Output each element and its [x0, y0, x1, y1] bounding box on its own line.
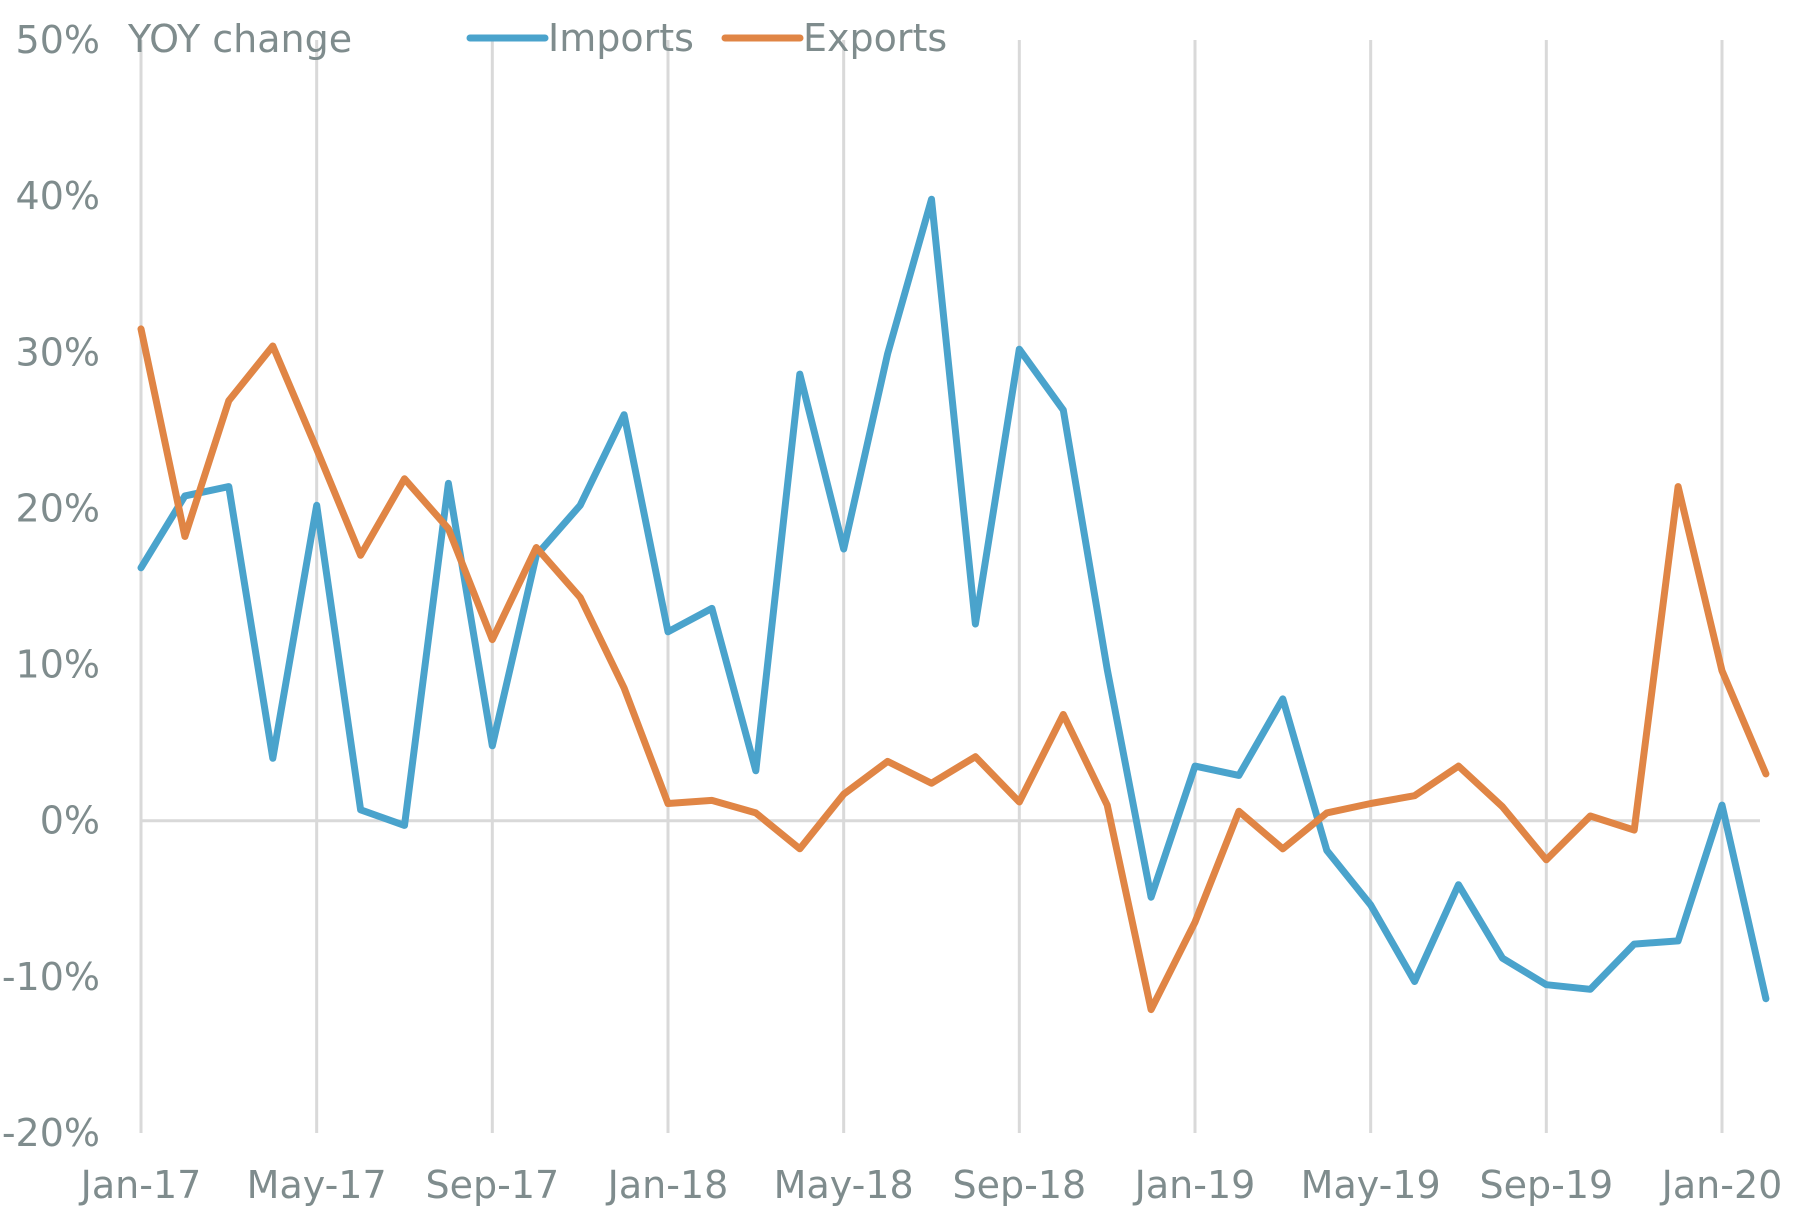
- x-tick-label: Jan-20: [1660, 1163, 1783, 1206]
- y-tick-label: -20%: [2, 1111, 100, 1155]
- y-tick-label: 30%: [16, 330, 100, 374]
- x-tick-label: Sep-18: [952, 1163, 1086, 1206]
- y-tick-label: -10%: [2, 955, 100, 999]
- legend-label-imports: Imports: [548, 16, 694, 60]
- y-tick-label: 20%: [16, 486, 100, 530]
- y-tick-label: 50%: [16, 18, 100, 62]
- chart-title: YOY change: [127, 17, 352, 61]
- series-lines: [137, 195, 1770, 1014]
- y-tick-label: 10%: [16, 643, 100, 687]
- series-line-exports: [137, 325, 1770, 1014]
- chart-header: YOY change Imports Exports: [127, 16, 947, 61]
- series-line-imports: [137, 195, 1770, 1003]
- x-tick-label: Jan-19: [1133, 1163, 1256, 1206]
- x-tick-label: May-18: [774, 1163, 914, 1206]
- y-tick-label: 40%: [16, 174, 100, 218]
- y-tick-label: 0%: [40, 799, 100, 843]
- x-tick-label: Jan-17: [79, 1163, 202, 1206]
- x-tick-label: Sep-19: [1479, 1163, 1613, 1206]
- x-tick-label: Jan-18: [606, 1163, 729, 1206]
- gridlines: [139, 40, 1760, 1133]
- legend-label-exports: Exports: [803, 16, 947, 60]
- x-tick-label: May-19: [1301, 1163, 1441, 1206]
- x-tick-label: May-17: [247, 1163, 387, 1206]
- legend: Imports Exports: [466, 16, 947, 60]
- x-tick-label: Sep-17: [425, 1163, 559, 1206]
- axes: -20% -10% 0% 10% 20% 30% 40% 50% Jan-17 May-17 Sep…: [2, 18, 1783, 1207]
